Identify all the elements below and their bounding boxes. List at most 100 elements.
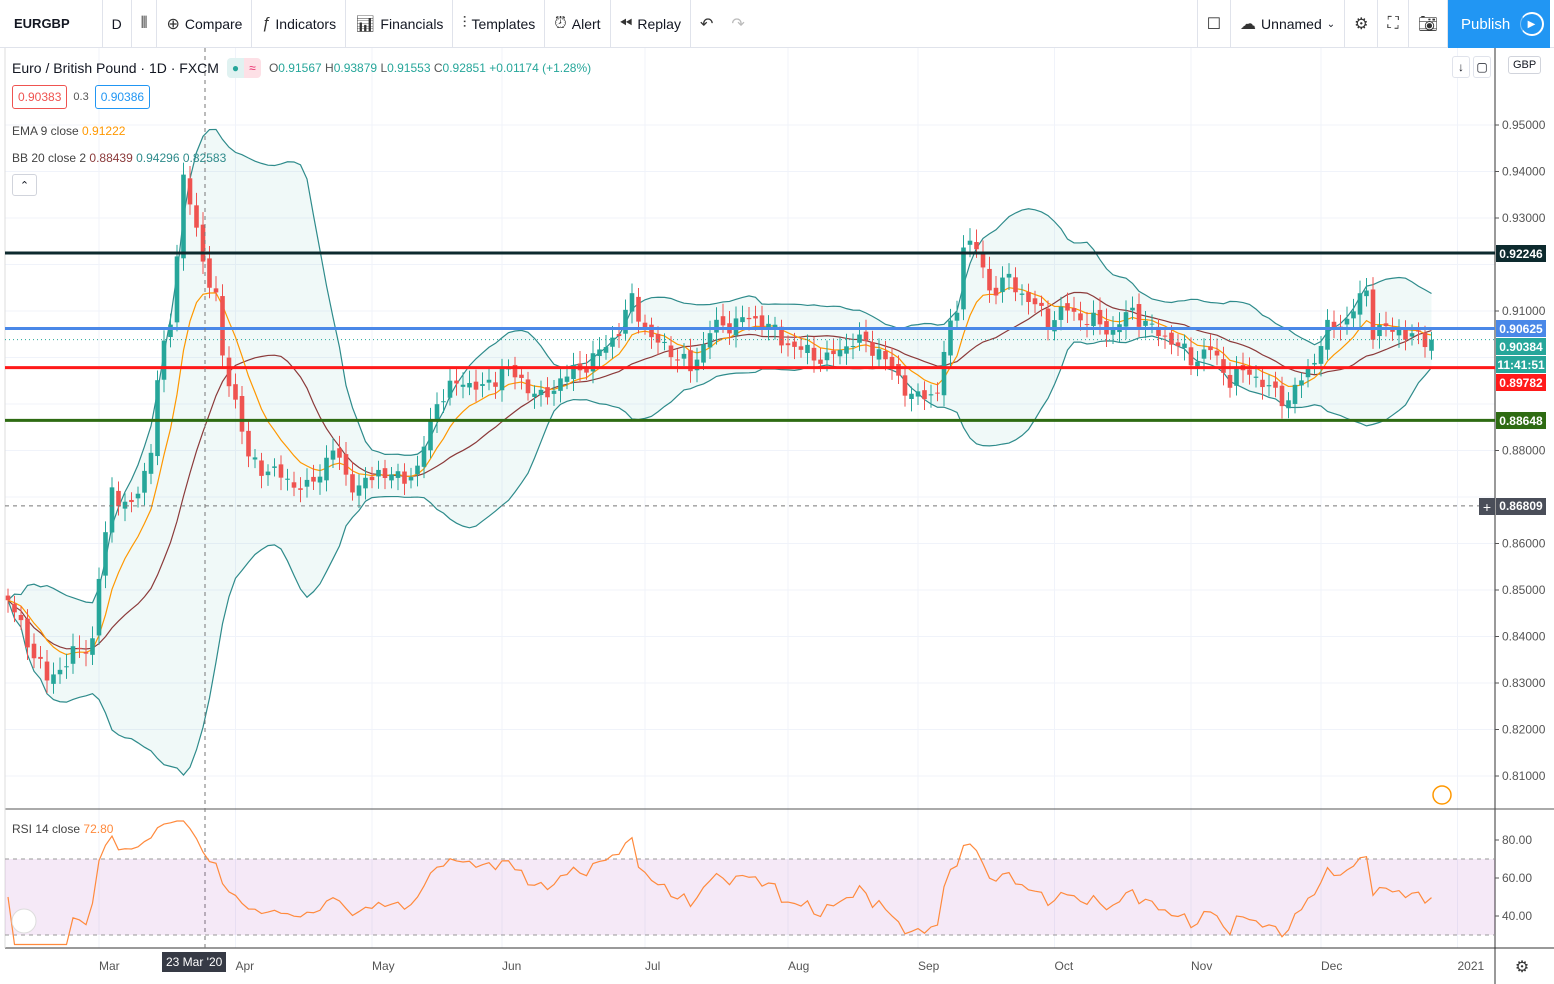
- candle-body: [694, 359, 700, 371]
- candle-body: [155, 380, 160, 457]
- plus-circle-icon: ⊕: [166, 15, 180, 33]
- candle-body: [1364, 290, 1369, 297]
- indicators-button[interactable]: ƒ Indicators: [252, 0, 347, 48]
- candle-body: [785, 343, 791, 346]
- candle: [382, 459, 388, 490]
- alert-button[interactable]: ⏰︎ Alert: [545, 0, 611, 48]
- redo-button[interactable]: ↷: [722, 0, 753, 48]
- candle: [1039, 295, 1044, 317]
- candle: [1351, 298, 1356, 328]
- ema-legend[interactable]: EMA 9 close 0.91222: [12, 124, 126, 138]
- candle: [1331, 310, 1337, 339]
- candle-body: [259, 460, 264, 476]
- buy-price-button[interactable]: 0.90386: [94, 85, 151, 109]
- settings-button[interactable]: ⚙: [1345, 0, 1379, 48]
- candle: [265, 464, 271, 486]
- price-tick-label: 0.86000: [1502, 537, 1546, 551]
- candle-body: [31, 643, 37, 659]
- candle: [863, 319, 869, 353]
- candle-body: [415, 465, 420, 475]
- candle: [701, 331, 706, 371]
- candle: [369, 466, 375, 489]
- sell-price-button[interactable]: 0.90383: [12, 85, 68, 109]
- candle: [70, 633, 76, 674]
- candle-body: [350, 474, 355, 493]
- candle-body: [759, 315, 765, 329]
- candle-body: [239, 396, 245, 432]
- templates-button[interactable]: ⫶ Templates: [453, 0, 546, 48]
- auto-scale-button[interactable]: ▢: [1473, 56, 1491, 78]
- candle: [480, 372, 485, 398]
- cloud-icon: ☁︎: [1240, 16, 1257, 33]
- candle-body: [1292, 384, 1298, 404]
- undo-button[interactable]: ↶: [691, 0, 722, 48]
- settings-gear-icon[interactable]: ⚙: [1515, 959, 1529, 976]
- candle-body: [1110, 328, 1116, 335]
- collapse-legend-button[interactable]: ⌃: [12, 174, 37, 196]
- candle-body: [1182, 343, 1187, 348]
- financials-button[interactable]: 📊︎ Financials: [346, 0, 454, 48]
- candle: [642, 314, 648, 335]
- toolbar-right-group: ☐ ☁︎ Unnamed ⌄ ⚙ ⛶ 📷︎: [1196, 0, 1448, 48]
- compare-button[interactable]: ⊕ Compare: [157, 0, 253, 48]
- candle: [220, 284, 225, 368]
- rsi-legend[interactable]: RSI 14 close 72.80: [12, 822, 114, 836]
- redo-icon: ↷: [731, 15, 745, 33]
- candle: [532, 385, 537, 409]
- candle-body: [1312, 362, 1317, 365]
- candle-body: [395, 471, 401, 478]
- candle-body: [25, 618, 30, 648]
- fullscreen-button[interactable]: ⛶: [1378, 0, 1409, 48]
- layout-name-button[interactable]: ☁︎ Unnamed ⌄: [1231, 0, 1346, 48]
- candle: [467, 370, 472, 396]
- candle: [441, 389, 446, 414]
- chart-type-button[interactable]: ⫴: [132, 0, 158, 48]
- replay-button[interactable]: ⏪︎ Replay: [611, 0, 691, 48]
- currency-label[interactable]: GBP: [1508, 56, 1542, 74]
- candle: [1052, 311, 1057, 341]
- fullscreen-icon: ⛶: [1387, 15, 1399, 32]
- bb-legend[interactable]: BB 20 close 2 0.88439 0.94296 0.82583: [12, 151, 227, 165]
- candle-body: [1065, 303, 1070, 311]
- candle-body: [369, 476, 375, 481]
- crosshair-price-tag: 0.86809: [1496, 497, 1546, 515]
- candle-body: [324, 457, 329, 481]
- candle: [51, 662, 56, 694]
- candle: [1019, 284, 1025, 306]
- candle: [850, 333, 856, 360]
- candle: [1234, 356, 1239, 396]
- select-layout-button[interactable]: ☐: [1196, 0, 1232, 48]
- candle-body: [1078, 313, 1083, 321]
- publish-button[interactable]: Publish ▶: [1448, 0, 1550, 48]
- snapshot-button[interactable]: 📷︎: [1409, 0, 1448, 48]
- candle-body: [564, 376, 570, 382]
- candle-body: [1136, 304, 1142, 327]
- add-crosshair-button[interactable]: +: [1479, 498, 1495, 515]
- symbol-search[interactable]: EURGBP: [0, 0, 103, 48]
- candle: [1305, 359, 1311, 388]
- candle: [155, 370, 160, 466]
- candle-body: [1260, 379, 1265, 388]
- candle-body: [64, 666, 69, 668]
- candle: [1429, 331, 1434, 360]
- candle-body: [1221, 359, 1226, 373]
- interval-button[interactable]: D: [103, 0, 132, 48]
- candle-body: [603, 347, 609, 353]
- candle-body: [1091, 312, 1096, 327]
- candle-body: [1143, 320, 1148, 326]
- price-tick-label: 0.83000: [1502, 676, 1546, 690]
- candle: [1214, 338, 1220, 366]
- candle: [1169, 325, 1174, 355]
- candle-body: [337, 448, 342, 458]
- rsi-line: [7, 820, 1432, 946]
- candle: [1058, 296, 1064, 331]
- candle: [233, 373, 238, 409]
- candle: [1123, 300, 1129, 340]
- chevron-up-icon: ⌃: [19, 179, 30, 192]
- candle: [324, 445, 329, 492]
- candle: [1344, 306, 1350, 335]
- scroll-to-latest-button[interactable]: ↓: [1452, 56, 1470, 78]
- candle: [486, 368, 492, 391]
- symbol-title[interactable]: Euro / British Pound · 1D · FXCM: [12, 60, 219, 76]
